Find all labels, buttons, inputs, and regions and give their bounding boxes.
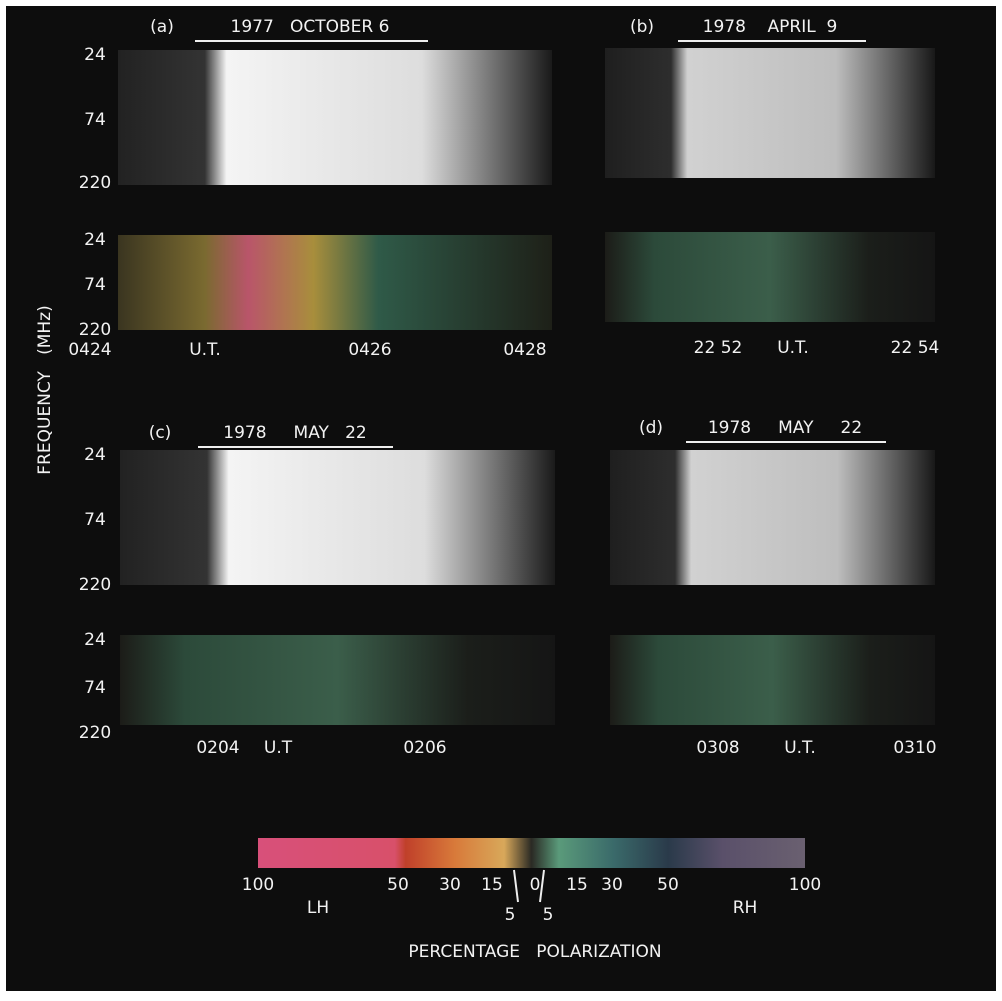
panel-date: 1978 APRIL 9 [703, 17, 838, 37]
colorbar-tick-label: 100 [789, 875, 821, 895]
polarization-b [605, 232, 935, 322]
y-axis-title: FREQUENCY (MHz) [35, 305, 55, 474]
frequency-label: 220 [79, 173, 111, 193]
time-label: 0428 [503, 340, 546, 360]
panel-label: (d) [639, 418, 663, 438]
time-label: U.T. [777, 338, 809, 358]
time-label: 22 54 [891, 338, 940, 358]
time-label: U.T. [784, 738, 816, 758]
panel-label: (a) [150, 17, 174, 37]
colorbar-tick-label: 0 [530, 875, 541, 895]
colorbar-minor-label: 5 [543, 905, 554, 925]
frequency-label: 220 [79, 575, 111, 595]
frequency-label: 74 [84, 510, 106, 530]
time-label: 0310 [893, 738, 936, 758]
frequency-label: 24 [84, 445, 106, 465]
time-label: U.T. [189, 340, 221, 360]
polarization-a [118, 235, 552, 330]
frequency-label: 74 [84, 678, 106, 698]
spectrograms [118, 48, 935, 725]
colorbar-tick-label: 30 [601, 875, 623, 895]
frequency-label: 220 [79, 320, 111, 340]
colorbar-pointer [513, 869, 519, 903]
time-label: 0206 [403, 738, 446, 758]
colorbar-minor-label: 5 [505, 905, 516, 925]
colorbar-tick-label: 50 [387, 875, 409, 895]
intensity-d [610, 450, 935, 585]
time-label: 0424 [68, 340, 111, 360]
panel-date: 1978 MAY 22 [708, 418, 862, 438]
polarization-d [610, 635, 935, 725]
time-label: U.T [264, 738, 293, 758]
colorbar-tick-label: 50 [657, 875, 679, 895]
colorbar [258, 838, 805, 868]
time-label: 0308 [696, 738, 739, 758]
colorbar-title: PERCENTAGE POLARIZATION [408, 942, 661, 962]
intensity-a [118, 50, 552, 185]
frequency-label: 24 [84, 630, 106, 650]
colorbar-left-label: LH [307, 898, 329, 918]
colorbar-pointer [539, 869, 545, 903]
panel-date: 1977 OCTOBER 6 [231, 17, 390, 37]
time-label: 0204 [196, 738, 239, 758]
panel-label: (b) [630, 17, 654, 37]
colorbar-tick-label: 15 [566, 875, 588, 895]
polarization-c [120, 635, 555, 725]
colorbar-tick-label: 15 [481, 875, 503, 895]
intensity-c [120, 450, 555, 585]
frequency-label: 24 [84, 45, 106, 65]
colorbar-tick-label: 100 [242, 875, 274, 895]
panel-date: 1978 MAY 22 [223, 423, 367, 443]
frequency-label: 220 [79, 723, 111, 743]
intensity-b [605, 48, 935, 178]
colorbar-tick-label: 30 [439, 875, 461, 895]
time-label: 0426 [348, 340, 391, 360]
frequency-label: 74 [84, 275, 106, 295]
frequency-label: 24 [84, 230, 106, 250]
time-label: 22 52 [694, 338, 743, 358]
panel-label: (c) [149, 423, 172, 443]
frequency-label: 74 [84, 110, 106, 130]
colorbar-right-label: RH [733, 898, 758, 918]
